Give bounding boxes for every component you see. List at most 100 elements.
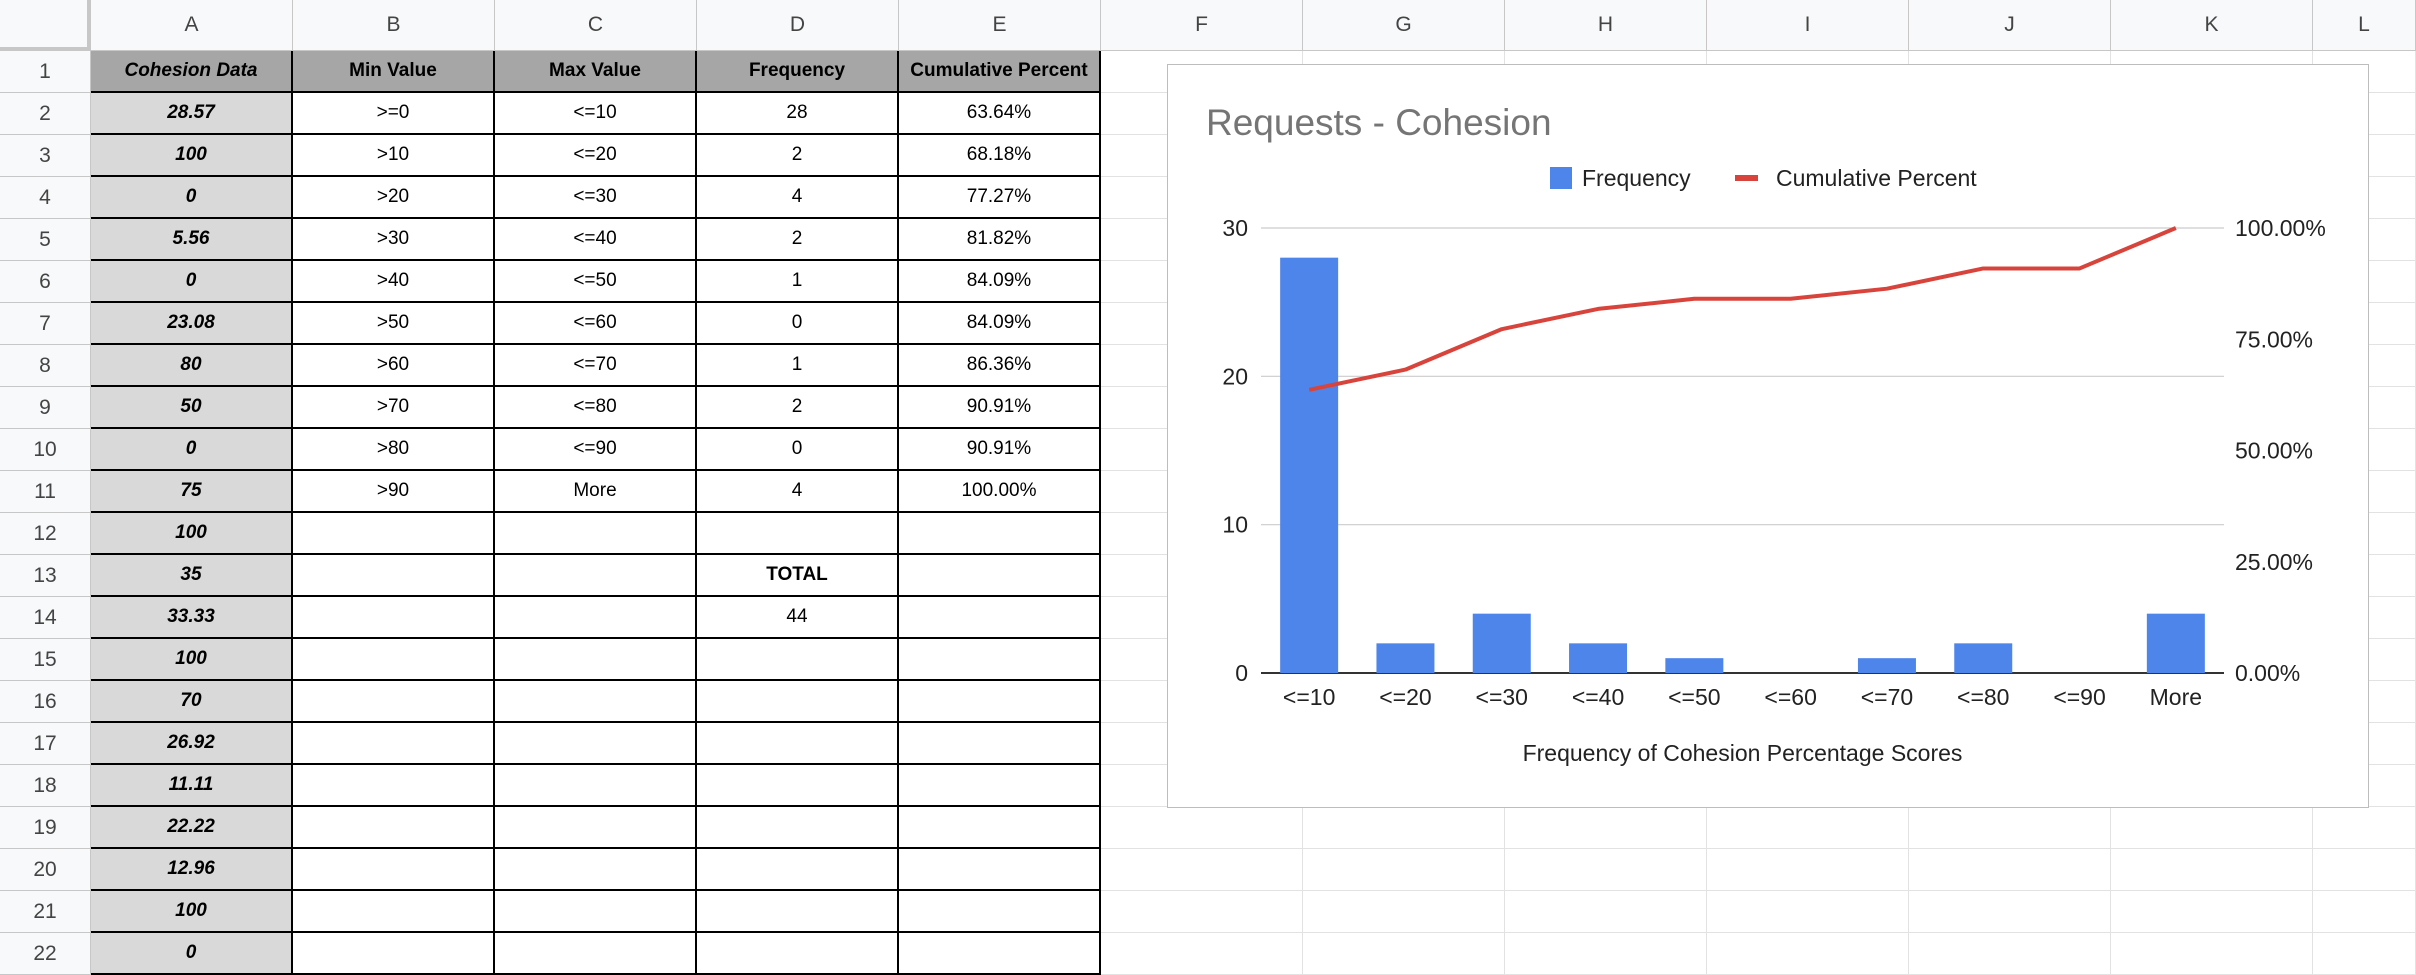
cell-d3[interactable]: 2 [697,135,899,177]
cell-e2[interactable]: 63.64% [899,93,1101,135]
cell-a8[interactable]: 80 [91,345,293,387]
cell-a17[interactable]: 26.92 [91,723,293,765]
cell-c11[interactable]: More [495,471,697,513]
cell-d22[interactable] [697,933,899,975]
cell-j21[interactable] [1909,891,2111,933]
cell-i19[interactable] [1707,807,1909,849]
row-header-18[interactable]: 18 [0,765,91,807]
cell-e17[interactable] [899,723,1101,765]
cell-e8[interactable]: 86.36% [899,345,1101,387]
cell-j19[interactable] [1909,807,2111,849]
cell-b7[interactable]: >50 [293,303,495,345]
cell-g19[interactable] [1303,807,1505,849]
cell-c19[interactable] [495,807,697,849]
row-header-22[interactable]: 22 [0,933,91,975]
cell-c18[interactable] [495,765,697,807]
cell-a14[interactable]: 33.33 [91,597,293,639]
cell-b13[interactable] [293,555,495,597]
row-header-9[interactable]: 9 [0,387,91,429]
cell-d14[interactable]: 44 [697,597,899,639]
row-header-11[interactable]: 11 [0,471,91,513]
cell-d13[interactable]: TOTAL [697,555,899,597]
column-header-b[interactable]: B [293,0,495,51]
cell-e22[interactable] [899,933,1101,975]
cell-c15[interactable] [495,639,697,681]
column-header-d[interactable]: D [697,0,899,51]
cell-a13[interactable]: 35 [91,555,293,597]
cell-e18[interactable] [899,765,1101,807]
cell-g20[interactable] [1303,849,1505,891]
cell-f20[interactable] [1101,849,1303,891]
cell-a3[interactable]: 100 [91,135,293,177]
row-header-4[interactable]: 4 [0,177,91,219]
cell-e10[interactable]: 90.91% [899,429,1101,471]
cell-c3[interactable]: <=20 [495,135,697,177]
cell-f22[interactable] [1101,933,1303,975]
row-header-12[interactable]: 12 [0,513,91,555]
cell-d1[interactable]: Frequency [697,51,899,93]
cell-b6[interactable]: >40 [293,261,495,303]
cell-l21[interactable] [2313,891,2416,933]
cell-c6[interactable]: <=50 [495,261,697,303]
cell-b5[interactable]: >30 [293,219,495,261]
cell-a22[interactable]: 0 [91,933,293,975]
column-header-k[interactable]: K [2111,0,2313,51]
cell-a9[interactable]: 50 [91,387,293,429]
cell-e20[interactable] [899,849,1101,891]
cell-a20[interactable]: 12.96 [91,849,293,891]
cell-e7[interactable]: 84.09% [899,303,1101,345]
cell-b19[interactable] [293,807,495,849]
cell-b8[interactable]: >60 [293,345,495,387]
cell-d5[interactable]: 2 [697,219,899,261]
cell-c21[interactable] [495,891,697,933]
cell-l19[interactable] [2313,807,2416,849]
cell-k21[interactable] [2111,891,2313,933]
cell-c22[interactable] [495,933,697,975]
row-header-10[interactable]: 10 [0,429,91,471]
row-header-17[interactable]: 17 [0,723,91,765]
cell-a6[interactable]: 0 [91,261,293,303]
cell-d18[interactable] [697,765,899,807]
cell-b21[interactable] [293,891,495,933]
cell-b10[interactable]: >80 [293,429,495,471]
cell-a10[interactable]: 0 [91,429,293,471]
chart-container[interactable]: Requests - Cohesion Frequency Cumulative P… [1167,64,2369,808]
cell-h19[interactable] [1505,807,1707,849]
cell-c4[interactable]: <=30 [495,177,697,219]
cell-b12[interactable] [293,513,495,555]
cell-c9[interactable]: <=80 [495,387,697,429]
cell-c10[interactable]: <=90 [495,429,697,471]
cell-d8[interactable]: 1 [697,345,899,387]
cell-b9[interactable]: >70 [293,387,495,429]
cell-a2[interactable]: 28.57 [91,93,293,135]
column-header-h[interactable]: H [1505,0,1707,51]
cell-d17[interactable] [697,723,899,765]
cell-d15[interactable] [697,639,899,681]
cell-a12[interactable]: 100 [91,513,293,555]
cell-a16[interactable]: 70 [91,681,293,723]
cell-l20[interactable] [2313,849,2416,891]
cell-c12[interactable] [495,513,697,555]
cell-c8[interactable]: <=70 [495,345,697,387]
cell-d9[interactable]: 2 [697,387,899,429]
cell-a19[interactable]: 22.22 [91,807,293,849]
cell-c13[interactable] [495,555,697,597]
cell-h20[interactable] [1505,849,1707,891]
cell-a5[interactable]: 5.56 [91,219,293,261]
row-header-1[interactable]: 1 [0,51,91,93]
row-header-3[interactable]: 3 [0,135,91,177]
row-header-16[interactable]: 16 [0,681,91,723]
cell-e6[interactable]: 84.09% [899,261,1101,303]
cell-e15[interactable] [899,639,1101,681]
cell-k19[interactable] [2111,807,2313,849]
cell-e21[interactable] [899,891,1101,933]
cell-a11[interactable]: 75 [91,471,293,513]
cell-e16[interactable] [899,681,1101,723]
cell-c16[interactable] [495,681,697,723]
cell-h21[interactable] [1505,891,1707,933]
row-header-2[interactable]: 2 [0,93,91,135]
cell-d20[interactable] [697,849,899,891]
cell-a18[interactable]: 11.11 [91,765,293,807]
cell-d19[interactable] [697,807,899,849]
cell-k20[interactable] [2111,849,2313,891]
